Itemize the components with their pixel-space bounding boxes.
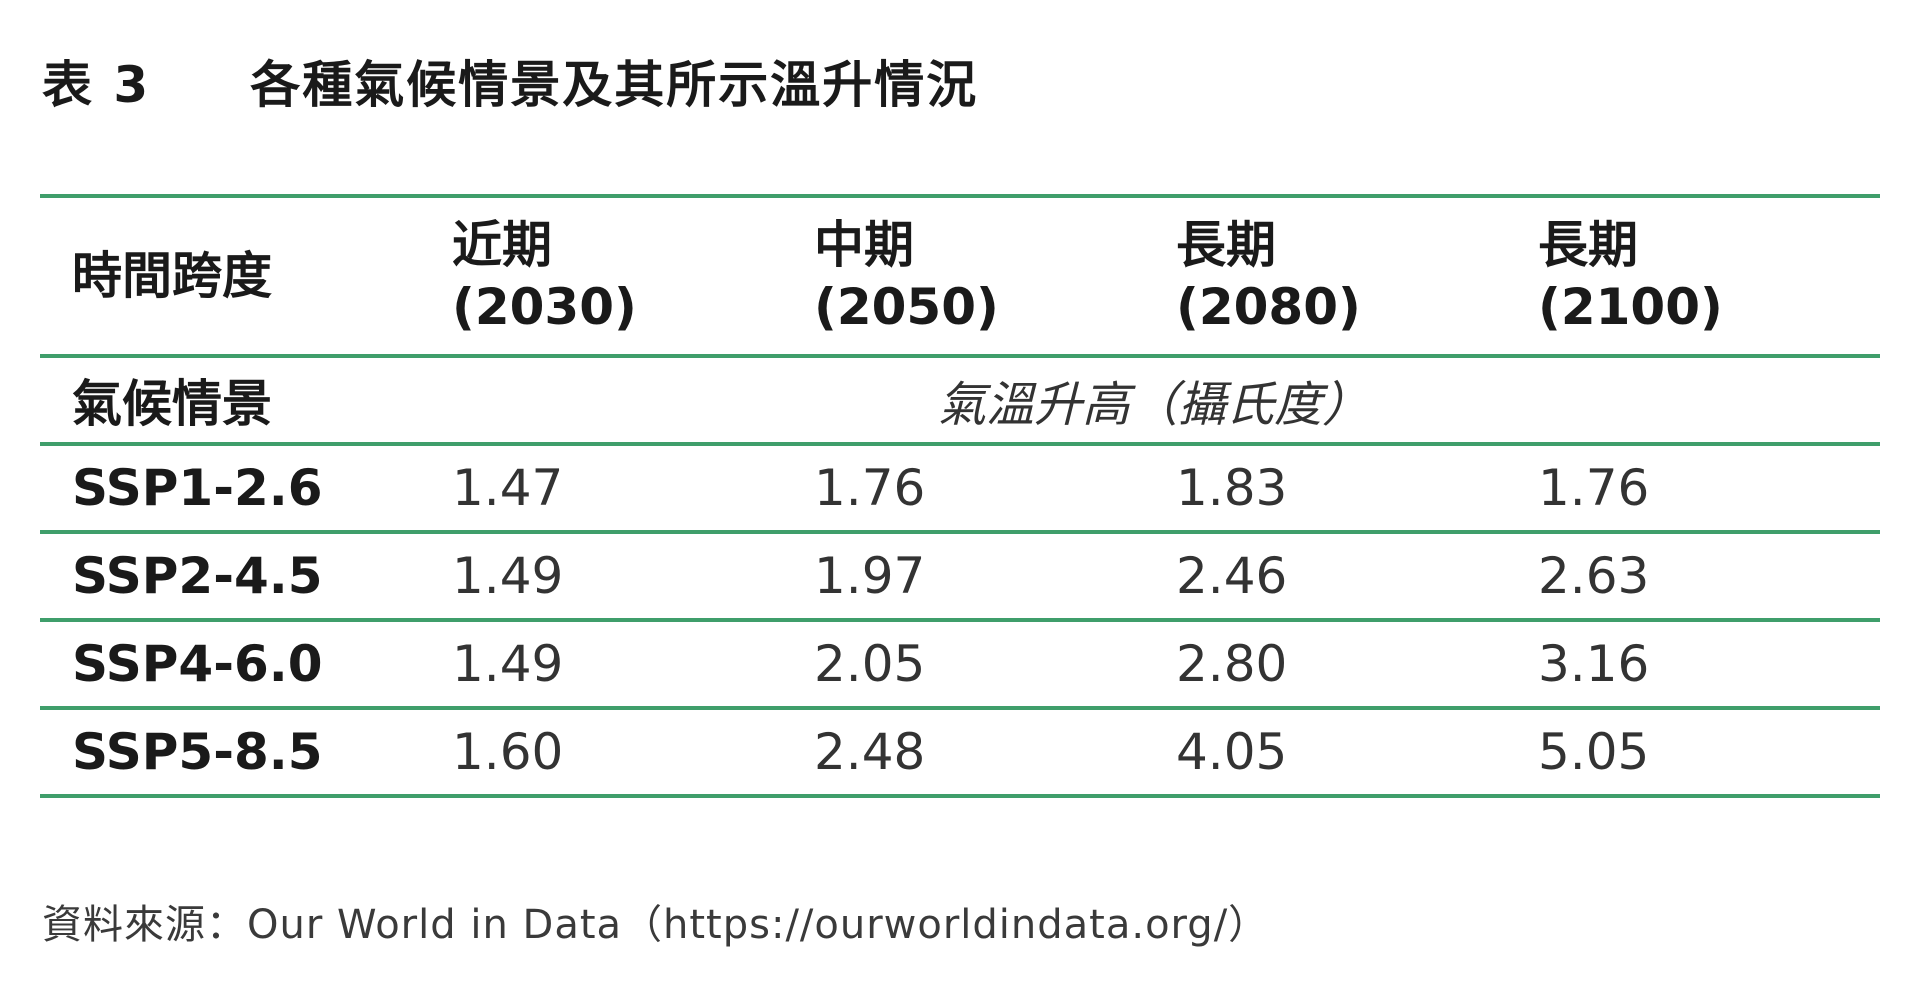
temperature-cell: 3.16 — [1538, 635, 1650, 693]
scenario-name: SSP1-2.6 — [72, 459, 323, 517]
source-note: 資料來源：Our World in Data（https://ourworldi… — [42, 902, 1270, 948]
temperature-table: 時間跨度 近期 (2030) 中期 (2050) 長期 (2080) 長期 (2… — [40, 194, 1880, 798]
temperature-cell: 5.05 — [1538, 723, 1650, 781]
scenario-name: SSP5-8.5 — [72, 723, 323, 781]
table-header-row: 時間跨度 近期 (2030) 中期 (2050) 長期 (2080) 長期 (2… — [40, 196, 1880, 356]
temperature-cell: 2.46 — [1176, 547, 1288, 605]
table-caption: 各種氣候情景及其所示溫升情況 — [250, 56, 979, 114]
scenario-header: 氣候情景 — [72, 375, 272, 433]
table-row: SSP1-2.6 1.47 1.76 1.83 1.76 — [40, 444, 1880, 532]
unit-row: 氣候情景 氣溫升高（攝氏度） — [40, 356, 1880, 444]
period-name: 長期 — [1176, 216, 1276, 274]
scenario-name: SSP4-6.0 — [72, 635, 323, 693]
temperature-cell: 1.83 — [1176, 459, 1288, 517]
temperature-cell: 2.48 — [814, 723, 926, 781]
period-header: 長期 (2080) — [1152, 196, 1514, 356]
temperature-cell: 1.49 — [452, 547, 564, 605]
period-name: 中期 — [814, 216, 914, 274]
period-header: 近期 (2030) — [428, 196, 790, 356]
period-name: 近期 — [452, 216, 552, 274]
temperature-cell: 2.63 — [1538, 547, 1650, 605]
temperature-cell: 1.47 — [452, 459, 564, 517]
table-number: 表 3 — [42, 56, 151, 114]
temperature-cell: 1.60 — [452, 723, 564, 781]
temperature-cell: 4.05 — [1176, 723, 1288, 781]
temperature-cell: 2.80 — [1176, 635, 1288, 693]
unit-label: 氣溫升高（攝氏度） — [937, 377, 1370, 433]
period-year: (2080) — [1176, 278, 1361, 336]
table-row: SSP4-6.0 1.49 2.05 2.80 3.16 — [40, 620, 1880, 708]
time-span-header: 時間跨度 — [72, 247, 272, 305]
temperature-cell: 2.05 — [814, 635, 926, 693]
scenario-name: SSP2-4.5 — [72, 547, 323, 605]
temperature-cell: 1.76 — [1538, 459, 1650, 517]
temperature-cell: 1.97 — [814, 547, 926, 605]
period-header: 中期 (2050) — [790, 196, 1152, 356]
temperature-cell: 1.76 — [814, 459, 926, 517]
table-row: SSP5-8.5 1.60 2.48 4.05 5.05 — [40, 708, 1880, 796]
period-name: 長期 — [1538, 216, 1638, 274]
table-row: SSP2-4.5 1.49 1.97 2.46 2.63 — [40, 532, 1880, 620]
period-year: (2100) — [1538, 278, 1723, 336]
table-title: 表 3 各種氣候情景及其所示溫升情況 — [42, 46, 978, 116]
period-year: (2030) — [452, 278, 637, 336]
period-year: (2050) — [814, 278, 999, 336]
period-header: 長期 (2100) — [1514, 196, 1880, 356]
temperature-cell: 1.49 — [452, 635, 564, 693]
